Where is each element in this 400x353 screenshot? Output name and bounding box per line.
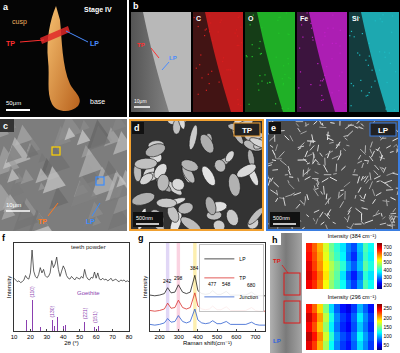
html-text:g: g (138, 233, 144, 243)
svg-text:10: 10 (11, 334, 18, 340)
svg-text:(151): (151) (92, 311, 98, 323)
svg-text:680: 680 (247, 282, 256, 288)
svg-text:h: h (272, 235, 278, 245)
svg-text:100: 100 (384, 333, 393, 339)
svg-text:200: 200 (384, 282, 393, 288)
svg-text:500: 500 (212, 334, 223, 340)
svg-text:c: c (3, 121, 8, 131)
svg-text:(110): (110) (29, 286, 35, 298)
svg-text:400: 400 (384, 267, 393, 273)
svg-text:Intensity: Intensity (142, 276, 148, 298)
html-text:f: f (2, 233, 5, 243)
svg-text:LP: LP (86, 218, 95, 225)
svg-text:300: 300 (174, 334, 185, 340)
svg-text:60: 60 (93, 334, 100, 340)
svg-text:Junction: Junction (239, 294, 258, 300)
svg-text:70: 70 (109, 334, 116, 340)
svg-text:548: 548 (222, 281, 231, 287)
svg-text:400: 400 (193, 334, 204, 340)
svg-text:LP: LP (90, 40, 99, 47)
svg-text:Intensity: Intensity (6, 276, 12, 298)
svg-text:80: 80 (126, 334, 133, 340)
svg-text:40: 40 (60, 334, 67, 340)
svg-text:250: 250 (384, 305, 393, 311)
svg-text:50: 50 (76, 334, 83, 340)
svg-text:Intensity (296 cm⁻¹): Intensity (296 cm⁻¹) (328, 294, 377, 300)
svg-text:LP: LP (239, 256, 246, 262)
svg-text:50μm: 50μm (6, 100, 21, 106)
svg-text:TP: TP (38, 218, 47, 225)
svg-text:2θ (°): 2θ (°) (64, 340, 79, 346)
svg-text:e: e (271, 123, 276, 133)
svg-text:300: 300 (384, 274, 393, 280)
svg-text:TP: TP (242, 126, 253, 135)
svg-text:500: 500 (384, 259, 393, 265)
svg-text:384: 384 (190, 265, 199, 271)
svg-text:30: 30 (44, 334, 51, 340)
svg-text:700: 700 (384, 244, 393, 250)
svg-text:b: b (133, 1, 139, 11)
svg-text:C: C (196, 15, 201, 22)
svg-text:TP: TP (137, 42, 145, 48)
svg-text:TP: TP (273, 258, 281, 264)
svg-text:LP: LP (378, 126, 389, 135)
svg-text:600: 600 (384, 251, 393, 257)
svg-text:teeth powder: teeth powder (71, 244, 106, 250)
svg-text:LP: LP (169, 55, 177, 61)
svg-text:200: 200 (155, 334, 166, 340)
svg-text:500nm: 500nm (136, 215, 153, 221)
svg-text:O: O (248, 15, 254, 22)
svg-text:500nm: 500nm (273, 215, 290, 221)
svg-text:(130): (130) (49, 306, 55, 318)
svg-text:50: 50 (384, 342, 390, 348)
svg-text:10μm: 10μm (134, 98, 147, 104)
svg-text:242: 242 (163, 278, 172, 284)
svg-text:base: base (90, 98, 105, 105)
svg-text:d: d (134, 123, 140, 133)
svg-text:Stage IV: Stage IV (84, 6, 112, 14)
svg-text:298: 298 (174, 275, 183, 281)
svg-text:Intensity (384 cm⁻¹): Intensity (384 cm⁻¹) (328, 233, 377, 239)
svg-text:TP: TP (6, 40, 15, 47)
svg-text:700: 700 (250, 334, 261, 340)
svg-text:TP: TP (239, 275, 246, 281)
svg-text:10μm: 10μm (6, 202, 21, 208)
svg-text:(221): (221) (82, 307, 88, 319)
svg-text:Raman shift(cm⁻¹): Raman shift(cm⁻¹) (183, 340, 232, 346)
svg-text:LP: LP (273, 338, 281, 344)
svg-text:a: a (3, 2, 9, 12)
svg-text:600: 600 (231, 334, 242, 340)
svg-text:Goethite: Goethite (77, 290, 100, 296)
svg-text:150: 150 (384, 324, 393, 330)
svg-text:Si: Si (352, 15, 359, 22)
svg-text:200: 200 (384, 315, 393, 321)
svg-text:Fe: Fe (300, 15, 308, 22)
svg-text:20: 20 (27, 334, 34, 340)
svg-text:477: 477 (208, 281, 217, 287)
svg-text:cusp: cusp (12, 18, 27, 26)
